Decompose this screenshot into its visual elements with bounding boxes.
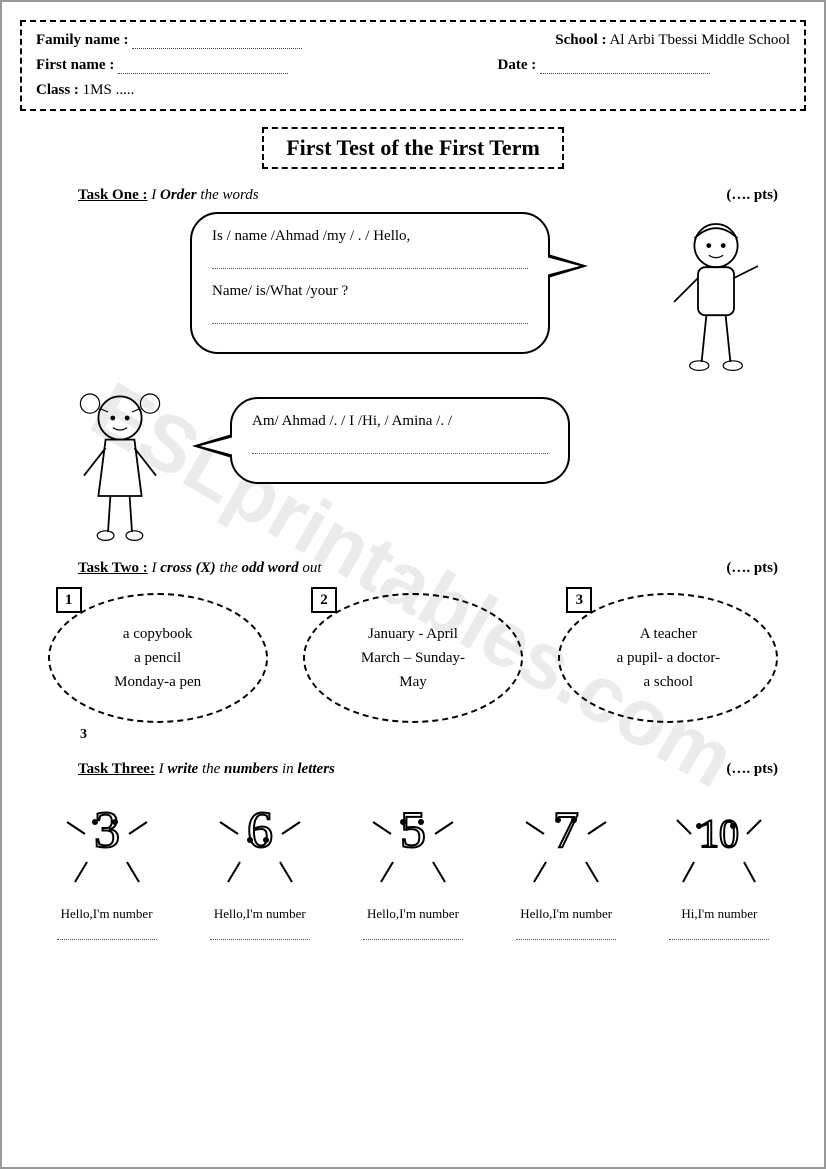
number-caption: Hello,I'm number	[190, 906, 330, 922]
number-col-2: 6 Hello,I'm number	[190, 792, 330, 940]
class-value: 1MS .....	[83, 82, 135, 98]
number-answer-4[interactable]	[516, 928, 616, 940]
task2-heading: Task Two : I cross (X) the odd word out …	[20, 560, 806, 577]
svg-text:10: 10	[699, 811, 739, 856]
svg-text:3: 3	[94, 802, 120, 859]
first-name-field[interactable]: First name :	[36, 57, 288, 74]
number-figure-icon: 7	[516, 792, 616, 892]
oval-3-num: 3	[566, 587, 592, 613]
class-field: Class : 1MS .....	[36, 82, 134, 99]
bubble2-answer1[interactable]	[252, 440, 548, 454]
number-col-3: 5 Hello,I'm number	[343, 792, 483, 940]
oval-1-num: 1	[56, 587, 82, 613]
family-name-label: Family name :	[36, 32, 128, 48]
title-wrap: First Test of the First Term	[20, 127, 806, 169]
school-field: School : Al Arbi Tbessi Middle School	[555, 32, 790, 49]
bubble1-q1: Is / name /Ahmad /my / . / Hello,	[212, 228, 528, 245]
task3-numbers: 3 Hello,I'm number 6 Hello,I'm number	[20, 792, 806, 940]
task2-ovals: 1 a copybook a pencil Monday-a pen 2 Jan…	[20, 593, 806, 723]
svg-text:7: 7	[553, 802, 579, 859]
oval-3: 3 A teacher a pupil- a doctor- a school	[558, 593, 778, 723]
task3-label: Task Three:	[78, 761, 155, 777]
number-caption: Hi,I'm number	[649, 906, 789, 922]
class-label: Class :	[36, 82, 79, 98]
task3-heading: Task Three: I write the numbers in lette…	[20, 761, 806, 778]
bubble1-q2: Name/ is/What /your ?	[212, 283, 528, 300]
school-label: School :	[555, 32, 606, 48]
number-caption: Hello,I'm number	[343, 906, 483, 922]
oval-2-num: 2	[311, 587, 337, 613]
first-name-label: First name :	[36, 57, 114, 73]
task1-bubbles: Is / name /Ahmad /my / . / Hello, Name/ …	[20, 212, 806, 542]
number-figure-icon: 6	[210, 792, 310, 892]
speech-bubble-1: Is / name /Ahmad /my / . / Hello, Name/ …	[190, 212, 550, 354]
number-figure-icon: 10	[669, 792, 769, 892]
task2-under-note: 3	[20, 727, 806, 743]
girl-icon	[60, 382, 180, 550]
task3-pts: (…. pts)	[726, 761, 778, 778]
family-name-input[interactable]	[132, 37, 302, 49]
number-figure-icon: 3	[57, 792, 157, 892]
task1-heading: Task One : I Order the words (…. pts)	[20, 187, 806, 204]
svg-text:6: 6	[247, 802, 273, 859]
number-answer-5[interactable]	[669, 928, 769, 940]
school-value: Al Arbi Tbessi Middle School	[609, 32, 790, 48]
number-col-1: 3 Hello,I'm number	[37, 792, 177, 940]
number-caption: Hello,I'm number	[37, 906, 177, 922]
boy-icon	[656, 212, 776, 380]
number-col-4: 7 Hello,I'm number	[496, 792, 636, 940]
first-name-input[interactable]	[118, 62, 288, 74]
date-label: Date :	[498, 57, 537, 73]
oval-2: 2 January - April March – Sunday- May	[303, 593, 523, 723]
bubble2-q1: Am/ Ahmad /. / I /Hi, / Amina /. /	[252, 413, 548, 430]
task2-desc: I cross (X) the odd word out	[152, 560, 322, 576]
number-figure-icon: 5	[363, 792, 463, 892]
number-caption: Hello,I'm number	[496, 906, 636, 922]
oval-1: 1 a copybook a pencil Monday-a pen	[48, 593, 268, 723]
task2-label: Task Two :	[78, 560, 148, 576]
speech-bubble-2: Am/ Ahmad /. / I /Hi, / Amina /. /	[230, 397, 570, 484]
number-answer-2[interactable]	[210, 928, 310, 940]
task2-pts: (…. pts)	[726, 560, 778, 577]
task1-pts: (…. pts)	[726, 187, 778, 204]
page: ESLprintables.com Family name : School :…	[0, 0, 826, 1169]
task1-label: Task One :	[78, 187, 147, 203]
bubble1-answer2[interactable]	[212, 310, 528, 324]
number-answer-3[interactable]	[363, 928, 463, 940]
number-col-5: 10 Hi,I'm number	[649, 792, 789, 940]
task3-desc: I write the numbers in letters	[159, 761, 335, 777]
number-answer-1[interactable]	[57, 928, 157, 940]
svg-text:5: 5	[400, 802, 426, 859]
date-input[interactable]	[540, 62, 710, 74]
page-title: First Test of the First Term	[262, 127, 564, 169]
bubble1-answer1[interactable]	[212, 255, 528, 269]
date-field[interactable]: Date :	[498, 57, 790, 74]
task1-desc: I Order the words	[151, 187, 258, 203]
header-box: Family name : School : Al Arbi Tbessi Mi…	[20, 20, 806, 111]
family-name-field[interactable]: Family name :	[36, 32, 302, 49]
